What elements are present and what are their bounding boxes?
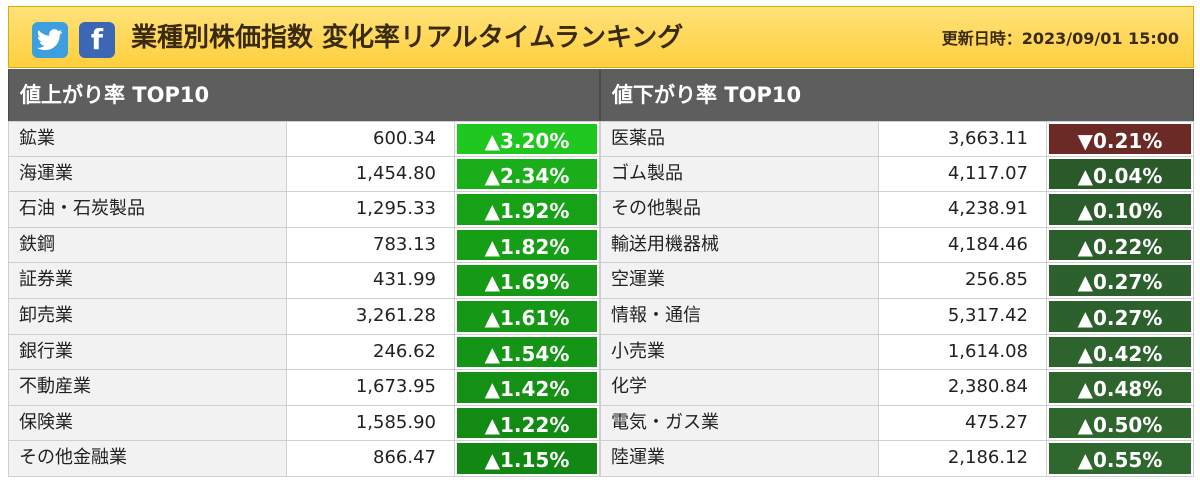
sector-name: 情報・通信	[601, 298, 879, 334]
sector-name: 石油・石炭製品	[9, 192, 287, 227]
sector-name: ゴム製品	[601, 156, 879, 192]
table-row: 情報・通信 5,317.42 ▲0.27%	[601, 298, 1193, 335]
table-row: 医薬品 3,663.11 ▼0.21%	[601, 121, 1193, 157]
index-value: 2,186.12	[879, 441, 1047, 476]
index-value: 1,454.80	[287, 156, 455, 192]
table-row: 鉱業 600.34 ▲3.20%	[9, 121, 599, 157]
sector-name: 化学	[601, 370, 879, 405]
change-rate-badge: ▲1.82%	[457, 229, 597, 261]
index-value: 600.34	[287, 122, 455, 156]
sector-name: 医薬品	[601, 122, 879, 156]
sector-name: その他金融業	[9, 441, 287, 476]
change-rate-badge: ▼0.21%	[1049, 124, 1191, 154]
table-row: 銀行業 246.62 ▲1.54%	[9, 334, 599, 371]
sector-name: 証券業	[9, 263, 287, 298]
change-rate-badge: ▲0.10%	[1049, 194, 1191, 225]
change-rate-badge: ▲0.04%	[1049, 158, 1191, 190]
table-row: 電気・ガス業 475.27 ▲0.50%	[601, 405, 1193, 442]
table-row: 卸売業 3,261.28 ▲1.61%	[9, 298, 599, 335]
table-row: 鉄鋼 783.13 ▲1.82%	[9, 227, 599, 264]
sector-name: 保険業	[9, 405, 287, 441]
table-row: 石油・石炭製品 1,295.33 ▲1.92%	[9, 192, 599, 228]
index-value: 5,317.42	[879, 298, 1047, 334]
index-value: 475.27	[879, 405, 1047, 441]
change-rate-badge: ▲1.92%	[457, 194, 597, 225]
index-value: 1,585.90	[287, 405, 455, 441]
losers-heading: 値下がり率 TOP10	[600, 69, 1194, 121]
index-value: 783.13	[287, 227, 455, 263]
table-row: 海運業 1,454.80 ▲2.34%	[9, 156, 599, 193]
table-row: 不動産業 1,673.95 ▲1.42%	[9, 370, 599, 406]
change-rate-badge: ▲0.22%	[1049, 229, 1191, 261]
sector-name: 空運業	[601, 263, 879, 298]
twitter-bird-icon	[37, 29, 63, 51]
table-row: その他製品 4,238.91 ▲0.10%	[601, 192, 1193, 228]
change-rate-badge: ▲1.42%	[457, 372, 597, 403]
sector-name: 卸売業	[9, 298, 287, 334]
table-row: 空運業 256.85 ▲0.27%	[601, 263, 1193, 299]
gainers-heading: 値上がり率 TOP10	[8, 69, 600, 121]
sector-name: 鉱業	[9, 122, 287, 156]
sector-name: 不動産業	[9, 370, 287, 405]
index-value: 1,614.08	[879, 334, 1047, 370]
table-row: その他金融業 866.47 ▲1.15%	[9, 441, 599, 477]
change-rate-badge: ▲1.61%	[457, 300, 597, 332]
sector-name: 輸送用機器械	[601, 227, 879, 263]
sector-name: 陸運業	[601, 441, 879, 476]
table-row: 輸送用機器械 4,184.46 ▲0.22%	[601, 227, 1193, 264]
sector-name: 銀行業	[9, 334, 287, 370]
losers-table: 医薬品 3,663.11 ▼0.21% ゴム製品 4,117.07 ▲0.04% その他製品…	[600, 121, 1194, 477]
change-rate-badge: ▲0.50%	[1049, 407, 1191, 439]
index-value: 866.47	[287, 441, 455, 476]
twitter-share-button[interactable]	[32, 22, 68, 58]
table-row: 証券業 431.99 ▲1.69%	[9, 263, 599, 299]
sector-name: 小売業	[601, 334, 879, 370]
change-rate-badge: ▲3.20%	[457, 124, 597, 154]
sector-name: 電気・ガス業	[601, 405, 879, 441]
losers-panel: 値下がり率 TOP10 医薬品 3,663.11 ▼0.21% ゴム製品 4,117.0…	[600, 69, 1194, 477]
index-value: 1,295.33	[287, 192, 455, 227]
index-value: 4,238.91	[879, 192, 1047, 227]
index-value: 1,673.95	[287, 370, 455, 405]
change-rate-badge: ▲0.42%	[1049, 336, 1191, 368]
index-value: 431.99	[287, 263, 455, 298]
change-rate-badge: ▲2.34%	[457, 158, 597, 190]
index-value: 2,380.84	[879, 370, 1047, 405]
index-value: 4,184.46	[879, 227, 1047, 263]
table-row: 陸運業 2,186.12 ▲0.55%	[601, 441, 1193, 477]
updated-timestamp: 更新日時：2023/09/01 15:00	[941, 29, 1179, 48]
sector-name: その他製品	[601, 192, 879, 227]
change-rate-badge: ▲0.27%	[1049, 300, 1191, 332]
change-rate-badge: ▲0.48%	[1049, 372, 1191, 403]
sector-name: 鉄鋼	[9, 227, 287, 263]
index-value: 3,261.28	[287, 298, 455, 334]
table-row: 小売業 1,614.08 ▲0.42%	[601, 334, 1193, 371]
gainers-table: 鉱業 600.34 ▲3.20% 海運業 1,454.80 ▲2.34% 石油・石炭製品 1,…	[8, 121, 600, 477]
change-rate-badge: ▲1.69%	[457, 265, 597, 296]
table-row: 化学 2,380.84 ▲0.48%	[601, 370, 1193, 406]
table-row: ゴム製品 4,117.07 ▲0.04%	[601, 156, 1193, 193]
index-value: 246.62	[287, 334, 455, 370]
index-value: 256.85	[879, 263, 1047, 298]
facebook-f-icon: f	[90, 23, 104, 56]
change-rate-badge: ▲1.15%	[457, 443, 597, 474]
gainers-panel: 値上がり率 TOP10 鉱業 600.34 ▲3.20% 海運業 1,454.80 ▲2.…	[8, 69, 600, 477]
header-bar: f 業種別株価指数 変化率リアルタイムランキング 更新日時：2023/09/01…	[8, 6, 1194, 68]
facebook-share-button[interactable]: f	[79, 22, 115, 58]
index-value: 3,663.11	[879, 122, 1047, 156]
change-rate-badge: ▲1.54%	[457, 336, 597, 368]
change-rate-badge: ▲0.27%	[1049, 265, 1191, 296]
table-row: 保険業 1,585.90 ▲1.22%	[9, 405, 599, 442]
page-title: 業種別株価指数 変化率リアルタイムランキング	[131, 23, 684, 53]
sector-name: 海運業	[9, 156, 287, 192]
change-rate-badge: ▲0.55%	[1049, 443, 1191, 474]
change-rate-badge: ▲1.22%	[457, 407, 597, 439]
index-value: 4,117.07	[879, 156, 1047, 192]
